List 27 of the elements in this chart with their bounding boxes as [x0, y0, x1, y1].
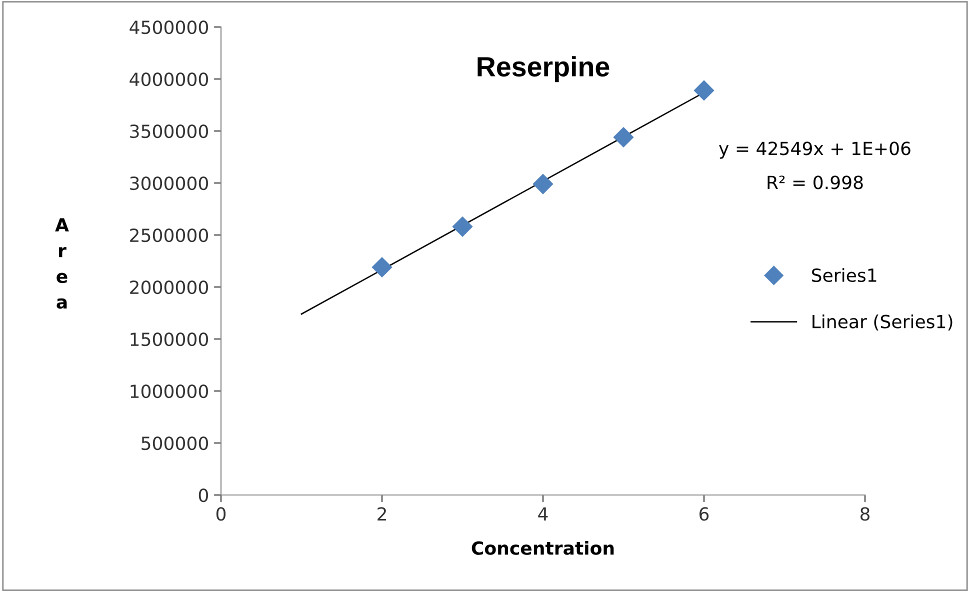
y-tick-label: 0 — [198, 488, 208, 502]
y-tick-label: 3500000 — [130, 124, 208, 138]
point — [452, 216, 473, 237]
y-tick-label: 3000000 — [130, 176, 208, 190]
y-tick-label: 4500000 — [130, 20, 208, 34]
point — [694, 80, 714, 101]
y-axis-title: Area — [55, 218, 69, 309]
x-tick-label: 6 — [700, 507, 709, 521]
text: Reserpine — [478, 56, 610, 82]
point — [613, 126, 634, 148]
legend-label: Series1 — [812, 268, 876, 282]
x-axis-title: Concentration — [472, 540, 614, 555]
y-tick-label: 4000000 — [130, 72, 208, 86]
point — [532, 174, 554, 194]
x-tick-label: 4 — [538, 507, 548, 521]
point — [372, 256, 392, 278]
annotation: y = 42549x + 1E+06 — [719, 142, 910, 159]
x-tick-label: 0 — [216, 507, 226, 521]
annotation: R² = 0.998 — [768, 176, 863, 190]
y-tick-label: 1500000 — [130, 332, 208, 346]
y-tick-label: 500000 — [142, 436, 208, 450]
y-tick-label: 1000000 — [130, 384, 208, 398]
legend-label: Linear (Series1) — [812, 314, 952, 331]
y-tick-label: 2500000 — [130, 228, 208, 242]
x-tick-label: 8 — [860, 507, 870, 521]
x-tick-label: 2 — [378, 507, 386, 521]
y-tick-label: 2000000 — [130, 280, 208, 294]
